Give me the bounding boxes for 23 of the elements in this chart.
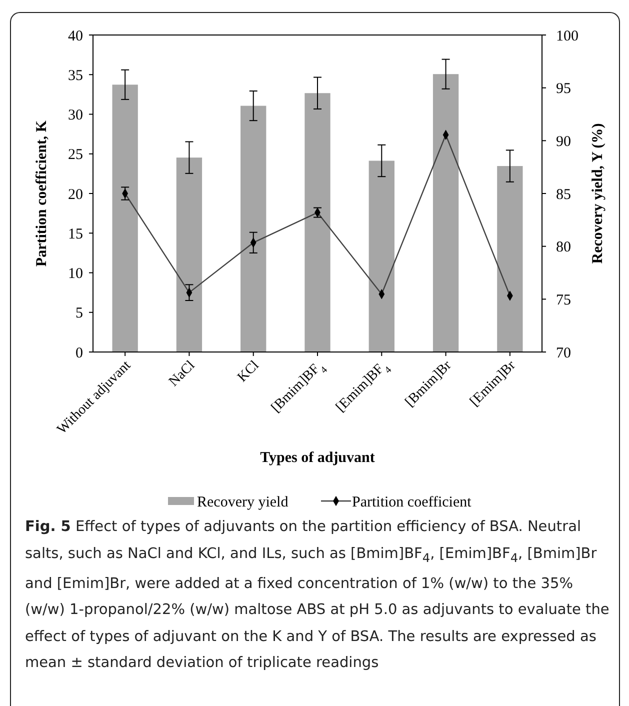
x-tick-label: KCl bbox=[235, 358, 262, 386]
y-tick-label: 35 bbox=[68, 68, 83, 84]
y-tick-label: 30 bbox=[68, 108, 83, 124]
y2-tick-label: 95 bbox=[556, 81, 571, 98]
y-tick-label: 15 bbox=[68, 226, 83, 242]
text: Fig. 5 Effect of types of adjuvants on the partition efficiency of BSA. Neutral salts, such as NaCl and KCl, and ILs, such as [Bmim]BF$_{4}$, [Emim]BF$_{4}$, [Bmim]Br and [Emim]Br, were added at a fixed concentration of 1% (w/w) to the 35% (w/w) 1-propanol/22% (w/w) maltose ABS at pH 5.0 as adjuvants to evaluate the effect of types of adjuvant on the K and Y of BSA. The results are expressed as mean ± standard deviation of triplicate readings bbox=[25, 519, 610, 672]
legend-label: Partition coefficient bbox=[352, 494, 472, 510]
y2-tick-label: 70 bbox=[556, 345, 571, 362]
y2-tick-label: 85 bbox=[556, 186, 571, 203]
y-axis-title: Partition coefficient, K bbox=[34, 120, 50, 267]
y-tick-label: 25 bbox=[68, 147, 83, 164]
y-tick-label: 5 bbox=[76, 306, 83, 322]
y2-axis-title: Recovery yield, Y (%) bbox=[590, 123, 606, 264]
y2-tick-label: 75 bbox=[556, 292, 571, 308]
y2-tick-label: 80 bbox=[556, 240, 571, 256]
y-tick-label: 10 bbox=[68, 266, 83, 282]
y-tick-label: 20 bbox=[68, 186, 83, 203]
y-tick-label: 40 bbox=[68, 28, 83, 44]
y2-tick-label: 100 bbox=[556, 28, 578, 44]
y-tick-label: 0 bbox=[76, 345, 83, 362]
x-axis-title: Types of adjuvant bbox=[260, 450, 375, 466]
y2-tick-label: 90 bbox=[556, 134, 571, 150]
legend-label: Recovery yield bbox=[197, 494, 289, 510]
